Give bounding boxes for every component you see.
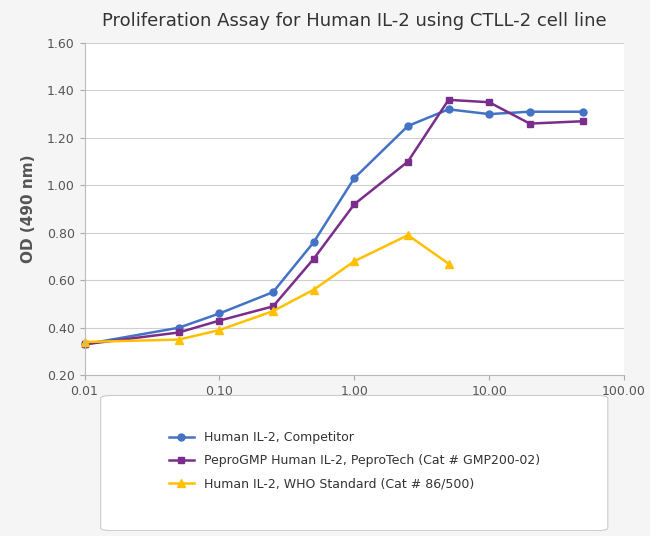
Human IL-2, Competitor	[269, 289, 277, 295]
PeproGMP Human IL-2, PeproTech (Cat # GMP200-02)	[269, 303, 277, 310]
Human IL-2, Competitor	[580, 108, 588, 115]
Human IL-2, Competitor	[81, 341, 88, 347]
Line: PeproGMP Human IL-2, PeproTech (Cat # GMP200-02): PeproGMP Human IL-2, PeproTech (Cat # GM…	[81, 96, 587, 348]
Human IL-2, WHO Standard (Cat # 86/500)	[269, 308, 277, 314]
Human IL-2, Competitor	[445, 106, 452, 113]
PeproGMP Human IL-2, PeproTech (Cat # GMP200-02)	[310, 256, 318, 262]
Human IL-2, Competitor	[175, 324, 183, 331]
Human IL-2, WHO Standard (Cat # 86/500)	[445, 260, 452, 267]
PeproGMP Human IL-2, PeproTech (Cat # GMP200-02)	[81, 341, 88, 347]
Human IL-2, Competitor	[350, 175, 358, 181]
Human IL-2, WHO Standard (Cat # 86/500)	[404, 232, 412, 239]
Human IL-2, WHO Standard (Cat # 86/500)	[216, 327, 224, 333]
FancyBboxPatch shape	[101, 396, 608, 531]
Human IL-2, Competitor	[216, 310, 224, 317]
Legend: Human IL-2, Competitor, PeproGMP Human IL-2, PeproTech (Cat # GMP200-02), Human : Human IL-2, Competitor, PeproGMP Human I…	[162, 425, 546, 497]
PeproGMP Human IL-2, PeproTech (Cat # GMP200-02)	[485, 99, 493, 106]
Human IL-2, WHO Standard (Cat # 86/500)	[175, 337, 183, 343]
PeproGMP Human IL-2, PeproTech (Cat # GMP200-02)	[216, 317, 224, 324]
Human IL-2, Competitor	[485, 111, 493, 117]
PeproGMP Human IL-2, PeproTech (Cat # GMP200-02)	[445, 96, 452, 103]
Human IL-2, WHO Standard (Cat # 86/500)	[350, 258, 358, 264]
Y-axis label: OD (490 nm): OD (490 nm)	[21, 155, 36, 263]
Line: Human IL-2, WHO Standard (Cat # 86/500): Human IL-2, WHO Standard (Cat # 86/500)	[81, 231, 452, 346]
PeproGMP Human IL-2, PeproTech (Cat # GMP200-02)	[404, 158, 412, 165]
X-axis label: Human IL-2 (ng/ml): Human IL-2 (ng/ml)	[272, 409, 437, 424]
Human IL-2, WHO Standard (Cat # 86/500)	[81, 339, 88, 345]
PeproGMP Human IL-2, PeproTech (Cat # GMP200-02)	[580, 118, 588, 124]
Line: Human IL-2, Competitor: Human IL-2, Competitor	[81, 106, 587, 348]
Human IL-2, Competitor	[404, 123, 412, 129]
PeproGMP Human IL-2, PeproTech (Cat # GMP200-02)	[350, 201, 358, 207]
Title: Proliferation Assay for Human IL-2 using CTLL-2 cell line: Proliferation Assay for Human IL-2 using…	[102, 12, 606, 30]
PeproGMP Human IL-2, PeproTech (Cat # GMP200-02)	[526, 121, 534, 127]
Human IL-2, Competitor	[310, 239, 318, 245]
Human IL-2, Competitor	[526, 108, 534, 115]
Human IL-2, WHO Standard (Cat # 86/500)	[310, 287, 318, 293]
PeproGMP Human IL-2, PeproTech (Cat # GMP200-02)	[175, 329, 183, 336]
